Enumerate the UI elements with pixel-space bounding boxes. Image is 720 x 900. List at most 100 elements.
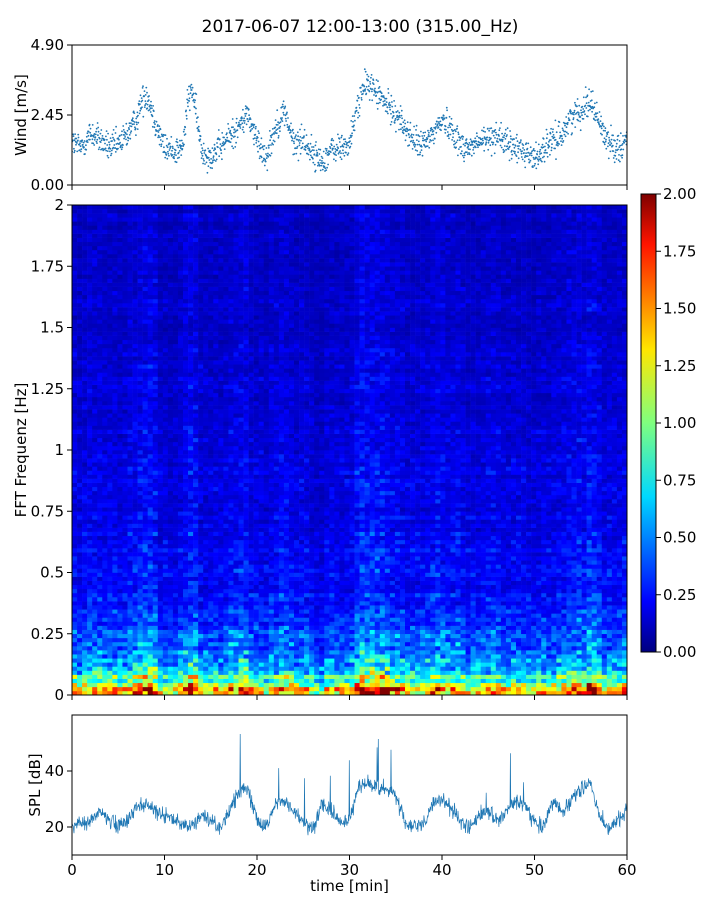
wind-point — [543, 155, 545, 158]
spectrogram-cell — [440, 617, 446, 622]
spectrogram-cell — [500, 592, 507, 598]
wind-point — [367, 88, 369, 91]
spectrogram-cell — [611, 637, 618, 643]
spectrogram-cell — [510, 629, 517, 635]
wind-point — [78, 143, 81, 146]
spectrogram-cell — [561, 678, 567, 684]
wind-point — [318, 163, 320, 166]
spectrogram-cell — [450, 650, 456, 655]
wind-point — [83, 140, 86, 142]
spectrogram-cell — [379, 658, 386, 663]
spectrogram-cell — [521, 597, 527, 602]
spectrogram-cell — [415, 633, 421, 639]
spectrogram-cell — [107, 588, 113, 594]
spectrogram-cell — [299, 637, 305, 643]
spectrogram-cell — [268, 629, 275, 635]
spectrogram-cell — [541, 621, 547, 626]
spectrogram-cell — [435, 650, 441, 655]
spectrogram-cell — [505, 650, 512, 655]
wind-point — [526, 147, 529, 150]
wind-point — [414, 149, 417, 152]
wind-point — [376, 91, 379, 94]
spectrogram-cell — [283, 584, 290, 590]
spectrogram-cell — [606, 682, 613, 688]
spectrogram-cell — [505, 682, 512, 688]
wind-point — [113, 138, 115, 141]
spectrogram-cell — [193, 641, 199, 647]
wind-point — [240, 119, 243, 122]
wind-point — [463, 154, 466, 157]
spectrogram-cell — [319, 678, 325, 684]
wind-point — [281, 117, 283, 119]
wind-point — [342, 146, 345, 148]
spectrogram-cell — [283, 641, 290, 647]
spectrogram-cell — [616, 609, 623, 614]
spectrogram-cell — [576, 609, 582, 614]
spectrogram-cell — [601, 650, 608, 655]
spectrogram-cell — [122, 678, 128, 684]
wind-point — [622, 135, 624, 137]
spectrogram-cell — [526, 650, 532, 655]
spectrogram-cell — [319, 674, 325, 679]
spectrogram-cell — [510, 637, 517, 643]
spectrogram-cell — [510, 658, 517, 663]
spectrogram-cell — [369, 662, 376, 667]
wind-point — [452, 136, 454, 139]
spectrogram-cell — [309, 580, 315, 586]
spectrogram-cell — [495, 588, 502, 594]
spectrogram-cell — [304, 670, 310, 675]
spectrogram-cell — [591, 686, 598, 692]
spectrogram-cell — [213, 662, 219, 667]
spectrogram-cell — [344, 584, 350, 590]
spectrogram-cell — [132, 646, 138, 651]
spectrogram-cell — [541, 658, 547, 663]
spectrogram-cell — [304, 646, 310, 651]
spectrogram-cell — [248, 662, 254, 667]
wind-point — [186, 101, 189, 104]
wind-point — [312, 146, 315, 148]
spectrogram-cell — [117, 686, 123, 692]
spectrogram-cell — [566, 641, 572, 647]
wind-point — [123, 134, 126, 136]
wind-point — [420, 149, 423, 152]
spectrogram-cell — [167, 678, 174, 684]
wind-point — [392, 111, 395, 114]
spectrogram-cell — [415, 609, 421, 614]
spectrogram-cell — [183, 686, 189, 692]
spectrogram-cell — [415, 621, 421, 626]
spectrogram-cell — [258, 658, 265, 663]
spectrogram-cell — [495, 650, 502, 655]
spectrogram-cell — [349, 605, 355, 610]
spectrogram-cell — [536, 674, 542, 679]
wind-point — [272, 143, 274, 146]
spectrogram-cell — [546, 674, 552, 679]
wind-point — [296, 147, 298, 150]
spectrogram-cell — [233, 658, 239, 663]
spectrogram-cell — [294, 686, 300, 692]
spectrogram-cell — [379, 678, 386, 684]
wind-point — [602, 122, 604, 125]
spectrogram-cell — [410, 658, 416, 663]
spectrogram-cell — [77, 613, 83, 618]
spectrogram-cell — [152, 678, 159, 684]
wind-point — [545, 128, 548, 131]
spectrogram-cell — [399, 662, 406, 667]
wind-point — [153, 126, 156, 129]
wind-point — [598, 111, 601, 113]
spectrogram-cell — [606, 580, 613, 586]
spectrogram-cell — [606, 609, 613, 614]
spectrogram-cell — [384, 666, 391, 671]
spectrogram-cell — [213, 650, 219, 655]
spectrogram-cell — [349, 674, 355, 679]
wind-point — [449, 133, 452, 136]
wind-point — [135, 134, 137, 137]
spectrogram-cell — [445, 621, 451, 626]
spectrogram-cell — [223, 609, 229, 614]
spectrogram-cell — [490, 637, 497, 643]
spectrogram-cell — [248, 682, 254, 688]
spectrogram-cell — [475, 580, 481, 586]
wind-point — [166, 157, 169, 160]
spectrogram-cell — [238, 662, 244, 667]
wind-point — [103, 138, 106, 141]
spectrogram-cell — [551, 674, 557, 679]
